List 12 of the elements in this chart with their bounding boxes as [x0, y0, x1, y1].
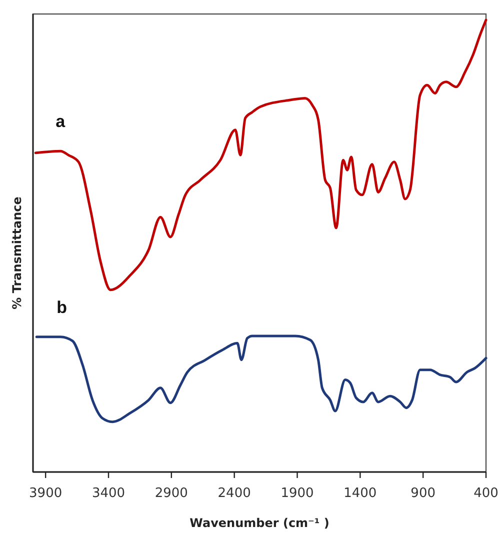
- x-tick-label: 2400: [218, 486, 251, 501]
- x-tick-label: 2900: [154, 486, 188, 501]
- y-axis-title: % Transmittance: [10, 196, 24, 310]
- x-tick-label: 3400: [92, 486, 126, 501]
- x-tick-label: 400: [474, 486, 498, 501]
- x-tick-label: 1400: [344, 486, 377, 501]
- x-tick-label: 1900: [280, 486, 314, 501]
- x-tick-label: 900: [410, 486, 436, 501]
- series-label: a: [56, 112, 66, 132]
- series-label: b: [56, 298, 68, 317]
- x-axis-title: Wavenumber (cm⁻¹ ): [190, 516, 330, 530]
- x-tick-label: 3900: [29, 486, 62, 501]
